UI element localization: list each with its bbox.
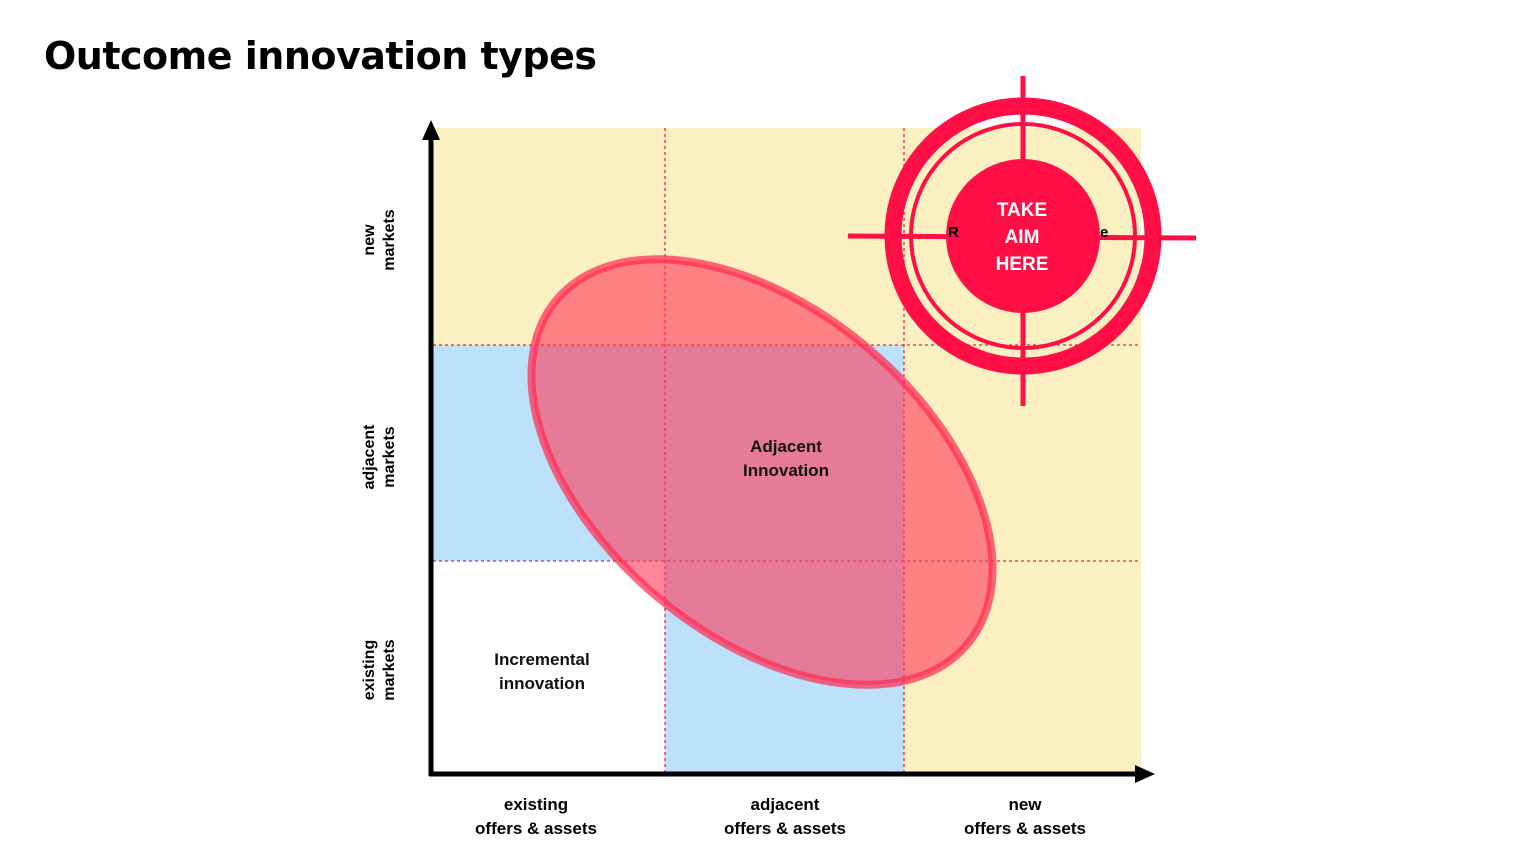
page-title: Outcome innovation types <box>44 34 597 78</box>
y-axis-arrowhead <box>422 120 440 140</box>
take-aim-label: TAKE AIM HERE <box>995 200 1049 275</box>
x-label-adjacent-offers: adjacent offers & assets <box>724 795 846 838</box>
y-label-existing-markets: existing markets <box>361 639 398 701</box>
y-label-adjacent-markets: adjacent markets <box>361 424 398 490</box>
adjacent-innovation-label: Adjacent Innovation <box>743 437 829 480</box>
target-icon: R e <box>847 76 1197 406</box>
focus-ellipse <box>527 255 997 689</box>
partial-label-right: e <box>1100 224 1108 241</box>
axes <box>428 134 1144 777</box>
x-axis-arrowhead <box>1135 765 1155 783</box>
partial-label-left: R <box>948 224 959 241</box>
y-label-new-markets: new markets <box>361 209 398 271</box>
incremental-innovation-label: Incremental innovation <box>494 650 590 693</box>
x-label-new-offers: new offers & assets <box>964 795 1086 838</box>
x-label-existing-offers: existing offers & assets <box>475 795 597 838</box>
